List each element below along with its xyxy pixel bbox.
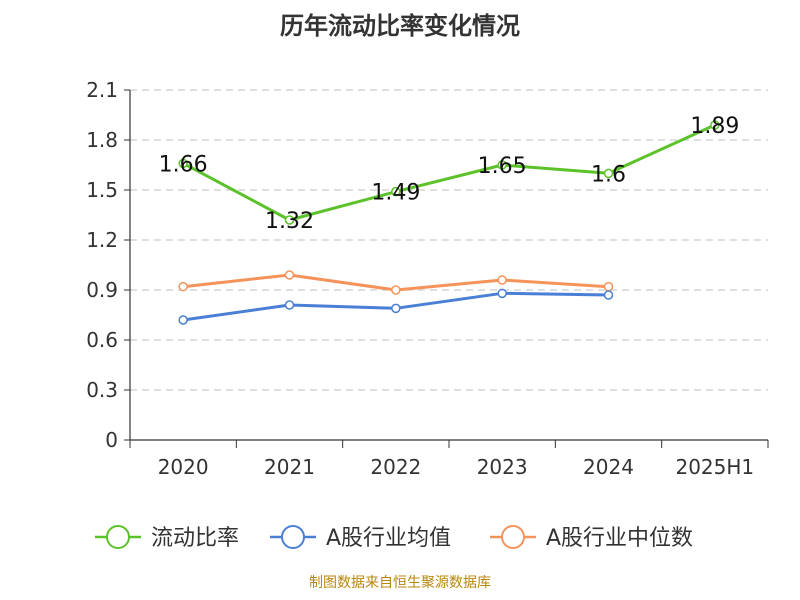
y-tick-label: 1.5 [86, 178, 118, 202]
axes [124, 89, 769, 448]
data-label: 1.6 [591, 162, 626, 187]
series-line-0 [182, 123, 716, 222]
x-tick-label: 2022 [370, 455, 421, 479]
data-point [603, 290, 614, 300]
data-labels: 1.66 1.32 1.49 1.65 1.6 1.89 [159, 114, 740, 234]
legend-swatch-marker [281, 525, 305, 549]
x-tick-label: 2025H1 [675, 455, 754, 479]
y-tick-label: 1.2 [86, 228, 118, 252]
data-label: 1.89 [690, 114, 739, 139]
legend: 流动比率 A股行业均值 A股行业中位数 [95, 525, 693, 551]
x-tick-label: 2023 [477, 455, 528, 479]
y-tick-label: 1.8 [86, 128, 118, 152]
legend-label: 流动比率 [151, 526, 239, 551]
y-tick-label: 0.9 [86, 278, 118, 302]
legend-swatch-marker [501, 525, 525, 549]
series-lines [178, 120, 720, 325]
data-point [497, 160, 507, 170]
data-point [284, 300, 295, 310]
grid-lines [130, 89, 768, 391]
y-tick-label: 2.1 [86, 78, 118, 102]
data-label: 1.32 [265, 209, 314, 234]
data-label: 1.49 [371, 181, 420, 206]
y-tick-label: 0.6 [86, 328, 118, 352]
x-tick-labels: 2020 2021 2022 2023 2024 2025H1 [158, 455, 754, 479]
data-point [710, 120, 720, 130]
data-point [497, 275, 507, 285]
chart-title: 历年流动比率变化情况 [280, 12, 520, 40]
legend-label: A股行业均值 [326, 526, 451, 551]
data-point [178, 315, 188, 325]
legend-swatch-marker [106, 525, 130, 549]
data-point [603, 168, 614, 179]
y-tick-labels: 0 0.3 0.6 0.9 1.2 1.5 1.8 2.1 [86, 78, 118, 452]
legend-label: A股行业中位数 [546, 526, 693, 551]
source-note: 制图数据来自恒生聚源数据库 [309, 575, 491, 591]
x-tick-label: 2020 [158, 455, 209, 479]
x-tick-label: 2021 [264, 455, 315, 479]
data-point [391, 303, 401, 314]
data-point [178, 158, 188, 169]
y-tick-label: 0 [105, 428, 118, 452]
y-tick-label: 0.3 [86, 378, 118, 402]
data-point [284, 215, 295, 225]
x-tick-label: 2024 [583, 455, 634, 479]
data-point [603, 281, 614, 292]
data-point [391, 186, 401, 197]
data-point [391, 285, 401, 295]
data-label: 1.66 [159, 152, 208, 177]
data-point [178, 281, 188, 292]
data-point [284, 270, 295, 280]
data-label: 1.65 [478, 154, 527, 179]
data-point [497, 288, 507, 299]
